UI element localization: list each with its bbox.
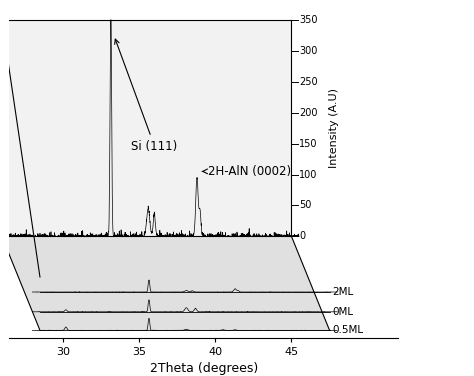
Text: Intensity (A.U): Intensity (A.U) [329,88,339,168]
Text: 150: 150 [299,139,318,149]
Text: 350: 350 [299,15,318,25]
Text: Si (111): Si (111) [115,39,178,153]
Text: 0: 0 [299,231,305,241]
Text: 0.5ML: 0.5ML [333,325,364,335]
Text: 100: 100 [299,170,318,179]
X-axis label: 2Theta (degrees): 2Theta (degrees) [150,362,258,374]
Text: 200: 200 [299,108,318,118]
Text: 2ML: 2ML [333,287,354,297]
Polygon shape [2,237,329,331]
Polygon shape [2,20,292,237]
Text: 50: 50 [299,200,311,211]
Text: 300: 300 [299,46,318,56]
Text: 2H-AlN (0002): 2H-AlN (0002) [202,165,291,177]
Text: 0ML: 0ML [333,307,354,317]
Text: 250: 250 [299,77,318,87]
